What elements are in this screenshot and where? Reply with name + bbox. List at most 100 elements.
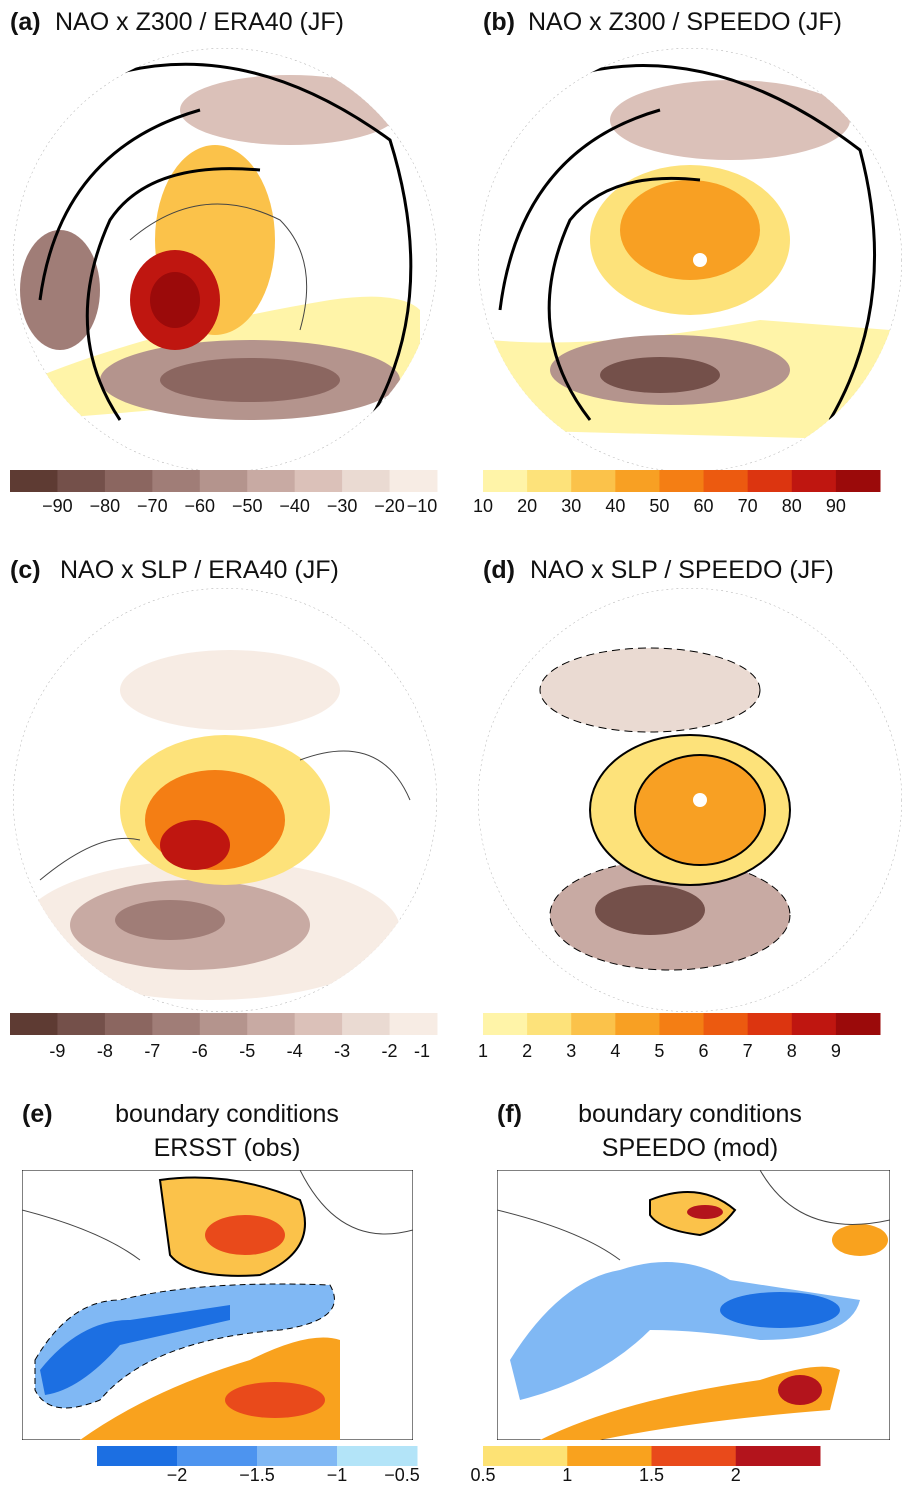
- colorbar-label: 1: [478, 1041, 488, 1061]
- contour-area: [600, 357, 720, 393]
- panel-title: NAO x Z300 / ERA40 (JF): [55, 8, 344, 36]
- contour-area: [34, 1283, 335, 1409]
- colorbar-label: −90: [42, 496, 73, 516]
- contour-area: [160, 358, 340, 402]
- colorbar-label: 90: [826, 496, 846, 516]
- colorbar-segment: [835, 1013, 881, 1035]
- contour-line: [85, 167, 261, 421]
- colorbar-label: -7: [144, 1041, 160, 1061]
- colorbar-segment: [104, 470, 153, 492]
- colorbar-label: 80: [782, 496, 802, 516]
- colorbar-label: 5: [654, 1041, 664, 1061]
- contour-line: [498, 64, 877, 421]
- colorbar-label: -9: [49, 1041, 65, 1061]
- colorbar-segment: [10, 1013, 58, 1035]
- panel-letter: (e): [22, 1100, 53, 1128]
- panel-letter: (a): [10, 8, 41, 36]
- map-e: [22, 1170, 413, 1440]
- contour-area: [832, 1224, 888, 1256]
- colorbar-segment: [337, 1446, 418, 1466]
- colorbar-segment: [615, 470, 660, 492]
- colorbar-label: −40: [279, 496, 310, 516]
- panel-letter: (b): [483, 8, 515, 36]
- panel-title: NAO x SLP / SPEEDO (JF): [530, 556, 834, 584]
- coastline: [22, 1170, 413, 1261]
- colorbar-label: −50: [232, 496, 263, 516]
- contour-area: [620, 180, 760, 280]
- colorbar-label: −10: [407, 496, 438, 516]
- colorbar-segment: [57, 470, 106, 492]
- colorbar-label: -3: [334, 1041, 350, 1061]
- panel-subtitle: SPEEDO (mod): [602, 1134, 778, 1162]
- colorbar-segment: [294, 1013, 343, 1035]
- colorbar-segment: [791, 1013, 837, 1035]
- panel-letter: (d): [483, 556, 515, 584]
- colorbar-label: −80: [90, 496, 121, 516]
- contour-area: [205, 1215, 285, 1255]
- contour-area: [180, 75, 400, 145]
- contour-area: [539, 647, 761, 733]
- colorbar-label: -8: [97, 1041, 113, 1061]
- colorbar-segment: [747, 470, 793, 492]
- colorbar-segment: [659, 470, 705, 492]
- colorbar-segment: [791, 470, 837, 492]
- colorbar-segment: [483, 1446, 568, 1466]
- colorbar-label: −20: [374, 496, 405, 516]
- colorbar-segment: [97, 1446, 178, 1466]
- colorbar-label: -5: [239, 1041, 255, 1061]
- contour-area: [40, 1305, 230, 1395]
- colorbar-segment: [342, 1013, 391, 1035]
- colorbar-segment: [177, 1446, 258, 1466]
- map-f: [497, 1170, 890, 1440]
- colorbar-segment: [104, 1013, 153, 1035]
- colorbar-label: 3: [566, 1041, 576, 1061]
- colorbar-segment: [615, 1013, 660, 1035]
- colorbar-segment: [342, 470, 391, 492]
- colorbar-label: −1: [327, 1465, 348, 1485]
- map-d: [478, 588, 902, 1012]
- colorbar-segment: [527, 1013, 572, 1035]
- panel-letter: (f): [497, 1100, 522, 1128]
- colorbar-label: -2: [382, 1041, 398, 1061]
- colorbar-label: 1: [562, 1465, 572, 1485]
- coastline: [129, 203, 308, 331]
- colorbar-segment: [199, 1013, 248, 1035]
- contour-area: [120, 650, 340, 730]
- colorbar-label: 9: [831, 1041, 841, 1061]
- colorbar-segment: [294, 470, 343, 492]
- colorbar-segment: [199, 470, 248, 492]
- panel-title: boundary conditions: [115, 1100, 339, 1128]
- colorbar-segment: [389, 470, 438, 492]
- panel-title: NAO x SLP / ERA40 (JF): [60, 556, 339, 584]
- colorbar-label: 10: [473, 496, 493, 516]
- colorbar-segment: [703, 470, 749, 492]
- colorbar-segment: [527, 470, 572, 492]
- contour-area: [720, 1292, 840, 1328]
- colorbar-segment: [659, 1013, 705, 1035]
- coastline: [497, 1170, 890, 1261]
- colorbar-label: −60: [185, 496, 216, 516]
- colorbar-label: 8: [787, 1041, 797, 1061]
- contour-area: [115, 900, 225, 940]
- colorbar-label: -1: [414, 1041, 430, 1061]
- colorbar-segment: [152, 1013, 201, 1035]
- colorbar-label: -4: [287, 1041, 303, 1061]
- colorbar-label: 2: [522, 1041, 532, 1061]
- contour-line: [547, 176, 701, 421]
- colorbar-label: −30: [327, 496, 358, 516]
- colorbar-segment: [257, 1446, 338, 1466]
- contour-area: [225, 1382, 325, 1418]
- colorbar-label: 70: [738, 496, 758, 516]
- contour-area: [634, 754, 766, 866]
- colorbar-segment: [835, 470, 881, 492]
- panel-letter: (c): [10, 556, 41, 584]
- colorbar-label: 2: [731, 1465, 741, 1485]
- contour-area: [687, 1205, 723, 1219]
- pole-marker: [693, 253, 707, 267]
- map-b: [478, 48, 902, 472]
- contour-area: [20, 230, 100, 350]
- colorbar-segment: [747, 1013, 793, 1035]
- colorbar-segment: [10, 470, 58, 492]
- panel-title: boundary conditions: [578, 1100, 802, 1128]
